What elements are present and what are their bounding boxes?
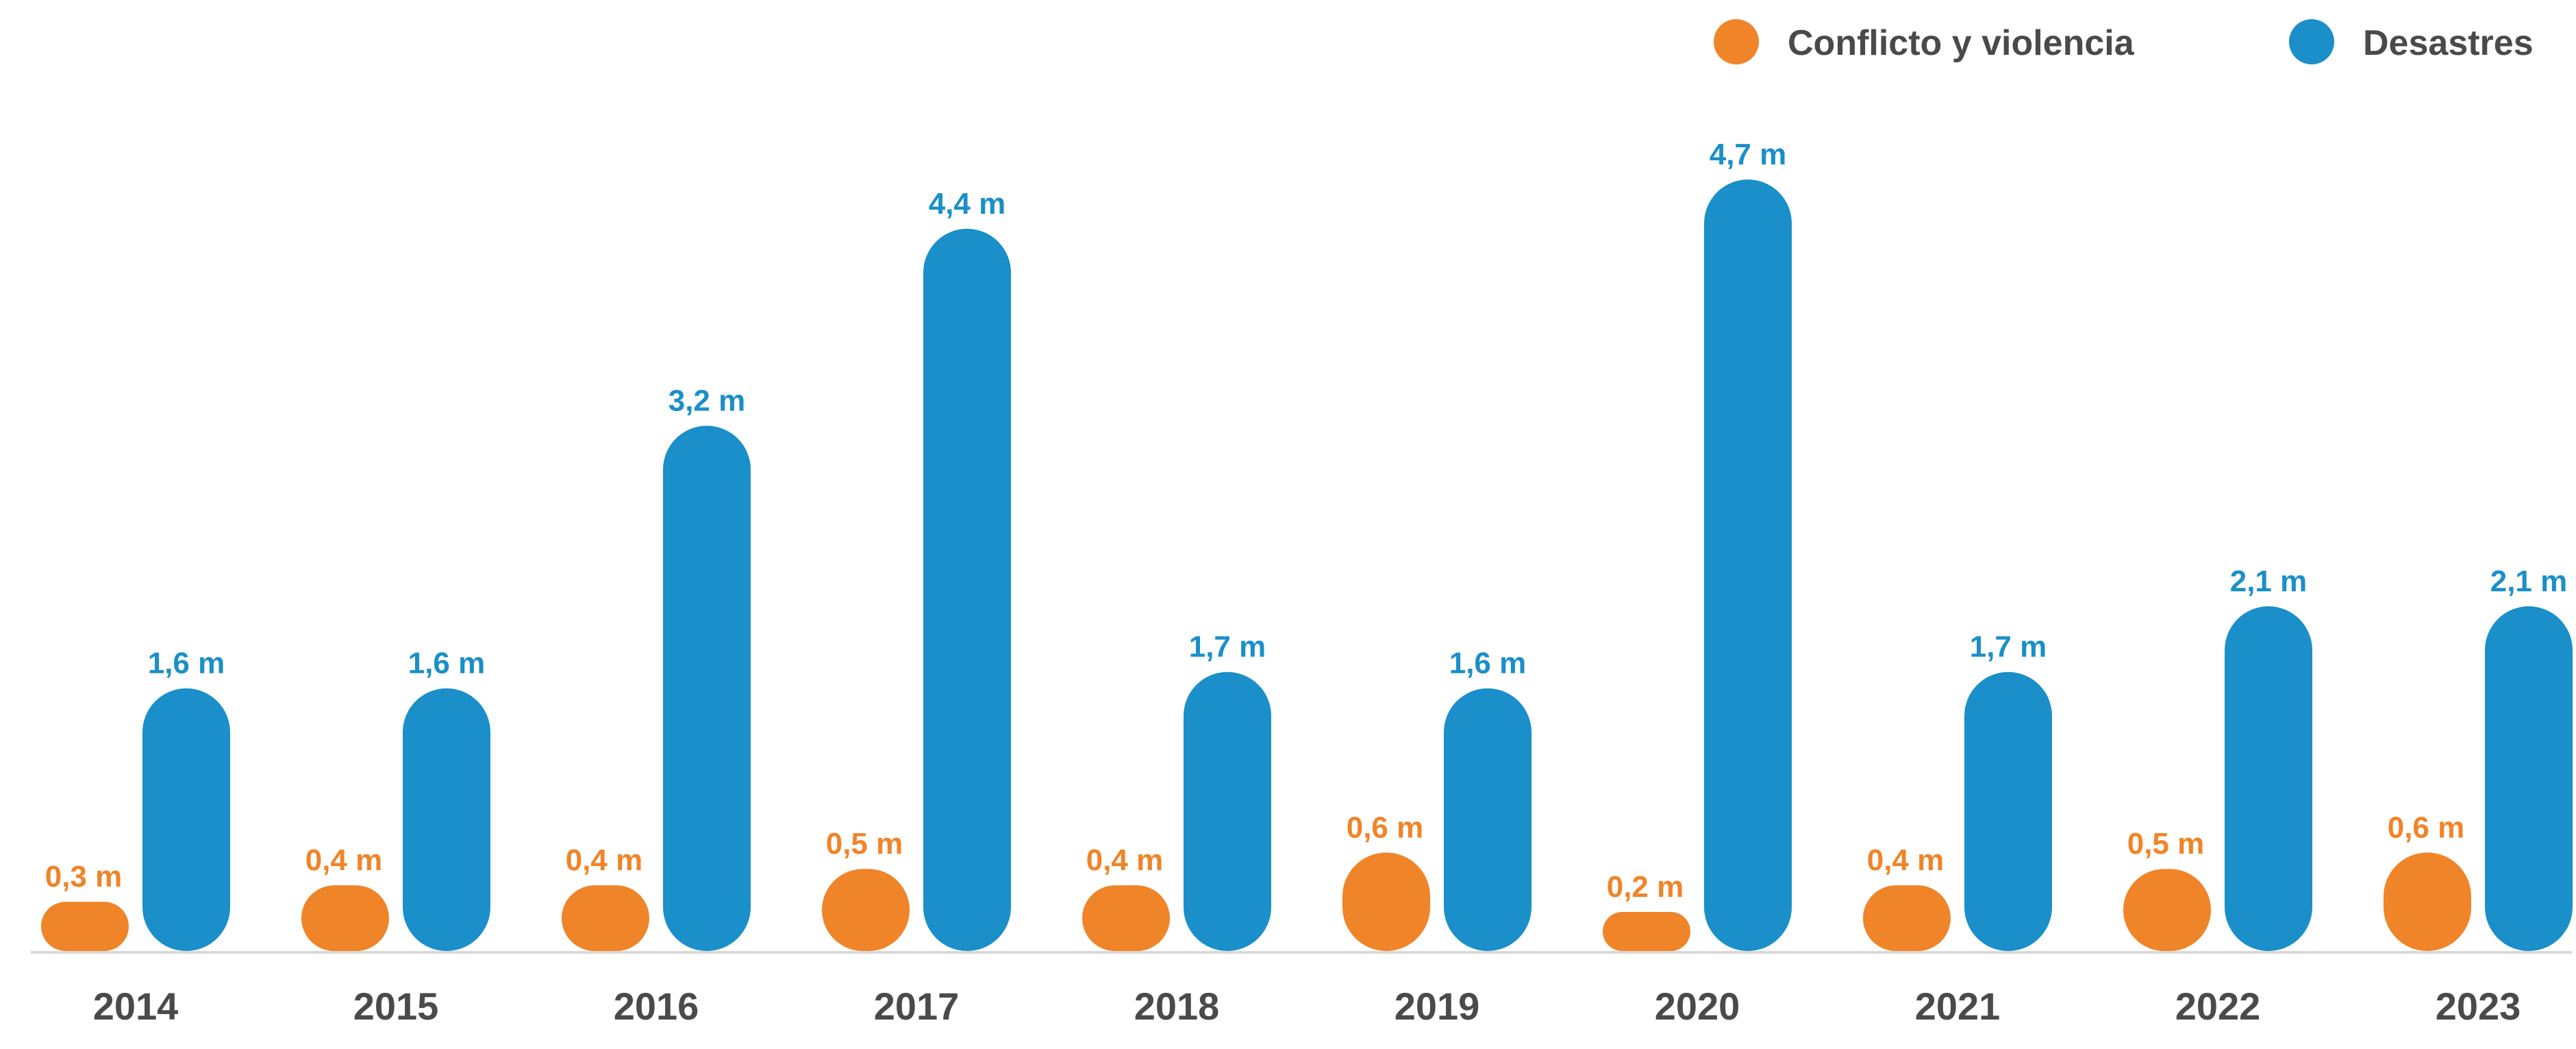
bar-conflict-2017 — [822, 869, 910, 951]
bar-conflict-2022 — [2123, 869, 2211, 951]
x-tick-label-2019: 2019 — [1395, 985, 1480, 1028]
bar-disasters-2019 — [1444, 688, 1531, 951]
x-tick-label-2022: 2022 — [2175, 985, 2261, 1028]
x-tick-label-2023: 2023 — [2436, 985, 2521, 1028]
bar-disasters-2015 — [403, 688, 490, 951]
value-label-conflict-2021: 0,4 m — [1867, 843, 1944, 877]
bar-disasters-2018 — [1184, 671, 1271, 951]
bar-disasters-2016 — [663, 425, 751, 951]
legend-label-disasters: Desastres — [2363, 23, 2534, 63]
value-label-disasters-2018: 1,7 m — [1189, 630, 1266, 664]
value-label-disasters-2016: 3,2 m — [668, 384, 746, 417]
value-label-conflict-2014: 0,3 m — [45, 860, 123, 893]
legend-marker-conflict — [1714, 19, 1759, 64]
bar-conflict-2023 — [2384, 852, 2471, 951]
x-tick-label-2017: 2017 — [874, 985, 960, 1028]
x-tick-label-2016: 2016 — [614, 985, 699, 1028]
chart-marks: 0,3 m 1,6 m 2014 0,4 m 1,6 m 2015 0,4 m 3,2 m 20… — [41, 138, 2573, 1028]
x-tick-label-2014: 2014 — [93, 985, 179, 1028]
bar-disasters-2021 — [1964, 671, 2052, 951]
bar-disasters-2017 — [923, 228, 1011, 952]
value-label-disasters-2021: 1,7 m — [1970, 630, 2047, 664]
value-label-conflict-2017: 0,5 m — [826, 827, 903, 861]
value-label-conflict-2018: 0,4 m — [1086, 843, 1164, 877]
bar-disasters-2022 — [2225, 606, 2312, 951]
value-label-conflict-2016: 0,4 m — [566, 843, 643, 877]
bar-conflict-2014 — [41, 902, 129, 951]
x-tick-label-2021: 2021 — [1915, 985, 2001, 1028]
bar-disasters-2014 — [142, 688, 230, 951]
value-label-disasters-2020: 4,7 m — [1710, 138, 1787, 171]
value-label-disasters-2023: 2,1 m — [2490, 565, 2568, 598]
bar-conflict-2016 — [562, 885, 649, 951]
value-label-conflict-2019: 0,6 m — [1347, 811, 1424, 844]
value-label-conflict-2015: 0,4 m — [305, 843, 383, 877]
bar-conflict-2020 — [1603, 912, 1690, 951]
bar-conflict-2021 — [1863, 885, 1951, 951]
value-label-disasters-2017: 4,4 m — [929, 187, 1006, 221]
bar-conflict-2015 — [301, 885, 389, 951]
bar-disasters-2023 — [2485, 606, 2573, 951]
x-tick-label-2018: 2018 — [1134, 985, 1220, 1028]
legend-marker-disasters — [2289, 19, 2334, 64]
legend-label-conflict: Conflicto y violencia — [1788, 23, 2135, 63]
legend: Conflicto y violencia Desastres — [1714, 19, 2534, 64]
value-label-conflict-2020: 0,2 m — [1607, 870, 1684, 904]
value-label-disasters-2019: 1,6 m — [1449, 647, 1527, 680]
bar-conflict-2019 — [1342, 852, 1430, 951]
bar-conflict-2018 — [1082, 885, 1170, 951]
bar-disasters-2020 — [1704, 180, 1792, 951]
value-label-disasters-2014: 1,6 m — [148, 647, 225, 680]
value-label-disasters-2022: 2,1 m — [2230, 565, 2308, 598]
x-tick-label-2020: 2020 — [1655, 985, 1740, 1028]
x-tick-label-2015: 2015 — [353, 985, 439, 1028]
value-label-disasters-2015: 1,6 m — [408, 647, 486, 680]
value-label-conflict-2023: 0,6 m — [2388, 811, 2465, 844]
value-label-conflict-2022: 0,5 m — [2127, 827, 2205, 861]
